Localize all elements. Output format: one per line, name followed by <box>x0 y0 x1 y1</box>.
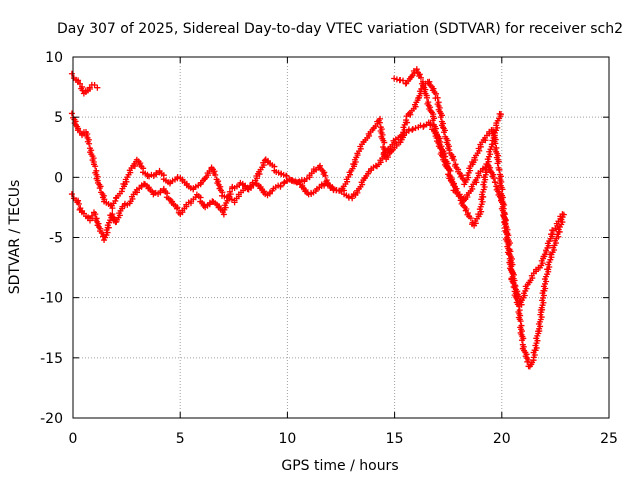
y-axis-label: SDTVAR / TECUs <box>7 180 23 295</box>
data-point <box>76 80 83 87</box>
y-tick-label: 0 <box>54 170 63 186</box>
data-point <box>516 293 523 300</box>
data-point <box>420 122 427 129</box>
data-point <box>496 167 503 174</box>
series-track-b <box>68 78 567 370</box>
data-point <box>434 94 441 101</box>
data-point <box>491 179 498 186</box>
data-point <box>91 81 98 88</box>
data-point <box>518 337 525 344</box>
data-point <box>467 215 474 222</box>
data-point <box>510 279 517 286</box>
data-point <box>391 75 398 82</box>
data-point <box>440 129 447 136</box>
data-point <box>409 126 416 133</box>
x-tick-label: 0 <box>69 431 78 447</box>
y-tick-label: -10 <box>40 291 63 307</box>
x-tick-label: 5 <box>176 431 185 447</box>
data-point <box>494 160 501 167</box>
data-point <box>112 197 119 204</box>
data-point <box>400 77 407 84</box>
data-point <box>75 200 82 207</box>
data-point <box>92 163 99 170</box>
grid-lines <box>73 57 609 418</box>
data-point <box>559 211 566 218</box>
y-tick-label: -20 <box>40 411 63 427</box>
data-point <box>92 211 99 218</box>
data-point <box>429 117 436 124</box>
data-point <box>412 125 419 132</box>
x-tick-label: 10 <box>278 431 296 447</box>
data-point <box>439 124 446 131</box>
data-marks <box>68 66 567 370</box>
data-point <box>226 188 233 195</box>
data-point <box>277 182 284 189</box>
axis-ticks: 0 5 10 15 20 25 -20 -15 -10 -5 0 5 10 <box>40 50 618 447</box>
data-point <box>502 220 509 227</box>
data-point <box>381 139 388 146</box>
data-point <box>174 174 181 181</box>
y-tick-label: 5 <box>54 110 63 126</box>
data-point <box>451 183 458 190</box>
x-tick-label: 20 <box>493 431 511 447</box>
data-point <box>517 318 524 325</box>
data-point <box>281 179 288 186</box>
y-tick-label: -5 <box>49 231 63 247</box>
chart-title: Day 307 of 2025, Sidereal Day-to-day VTE… <box>57 21 623 37</box>
data-point <box>500 201 507 208</box>
data-point <box>497 111 504 118</box>
data-point <box>505 241 512 248</box>
data-point <box>490 175 497 182</box>
y-tick-label: -15 <box>40 351 63 367</box>
data-point <box>173 205 180 212</box>
data-point <box>68 110 75 117</box>
data-point <box>499 186 506 193</box>
data-point <box>393 76 400 83</box>
x-tick-label: 15 <box>386 431 404 447</box>
data-point <box>212 171 219 178</box>
data-point <box>447 167 454 174</box>
data-point <box>509 261 516 268</box>
data-point <box>322 172 329 179</box>
data-point <box>118 188 125 195</box>
x-axis-label: GPS time / hours <box>281 458 398 474</box>
data-point <box>329 184 336 191</box>
data-point <box>68 70 75 77</box>
data-point <box>450 156 457 163</box>
data-point <box>423 94 430 101</box>
data-point <box>96 185 103 192</box>
data-point <box>417 74 424 81</box>
data-point <box>492 140 499 147</box>
data-point <box>397 134 404 141</box>
data-point <box>86 140 93 147</box>
data-point <box>437 138 444 145</box>
data-point <box>376 119 383 126</box>
data-point <box>427 122 434 129</box>
data-point <box>242 182 249 189</box>
data-point <box>437 114 444 121</box>
x-tick-label: 25 <box>600 431 618 447</box>
series-track-c <box>68 119 566 308</box>
data-point <box>88 212 95 219</box>
data-point <box>68 191 75 198</box>
data-point <box>94 84 101 91</box>
y-tick-label: 10 <box>45 50 63 66</box>
